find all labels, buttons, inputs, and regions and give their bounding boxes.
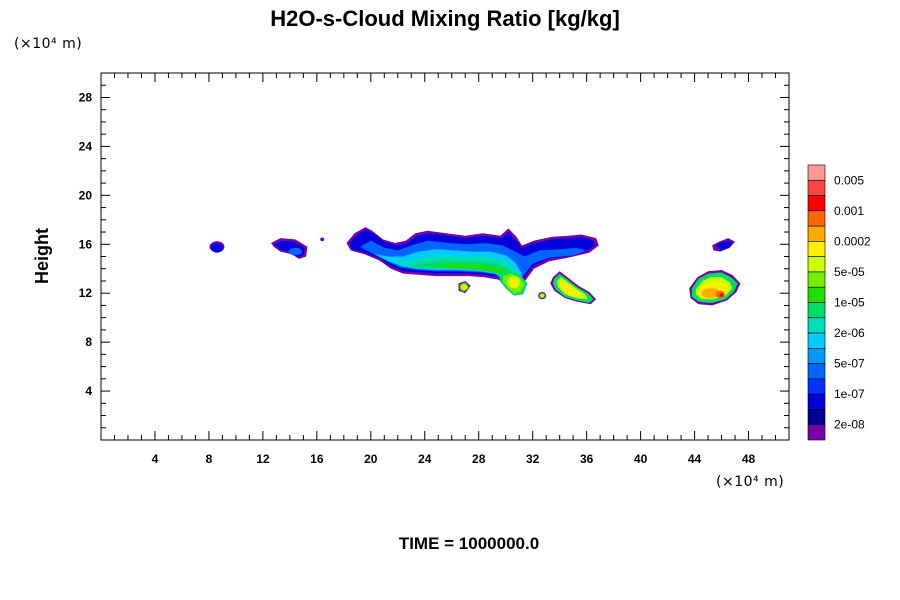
x-tick-label: 28 bbox=[472, 452, 486, 466]
x-tick-label: 24 bbox=[418, 452, 432, 466]
x-tick-label: 40 bbox=[634, 452, 648, 466]
cloud-contour bbox=[288, 247, 303, 256]
colorbar-cell bbox=[807, 271, 826, 288]
y-tick-label: 28 bbox=[79, 90, 93, 104]
y-tick-label: 8 bbox=[85, 335, 92, 349]
x-tick-label: 4 bbox=[152, 452, 159, 466]
colorbar-cell bbox=[807, 225, 826, 242]
cloud-contour bbox=[719, 293, 724, 297]
cloud-contour bbox=[408, 260, 516, 279]
x-tick-label: 12 bbox=[256, 452, 270, 466]
cloud-contour bbox=[431, 263, 513, 278]
colorbar-cell bbox=[807, 302, 826, 319]
cloud-contour bbox=[320, 237, 325, 242]
colorbar-cell bbox=[807, 317, 826, 334]
cloud-contour bbox=[701, 288, 721, 299]
colorbar-label: 1e-07 bbox=[834, 387, 865, 401]
colorbar-cell bbox=[807, 195, 826, 212]
x-axis: 4 8 12 16 20 24 28 32 36 40 44 48 bbox=[113, 73, 777, 466]
colorbar-label: 1e-05 bbox=[834, 296, 865, 310]
chart-title: H2O-s-Cloud Mixing Ratio [kg/kg] bbox=[270, 6, 620, 31]
colorbar-cell bbox=[807, 332, 826, 349]
x-tick-label: 48 bbox=[742, 452, 756, 466]
cloud-contour bbox=[714, 240, 733, 251]
colorbar-cell bbox=[807, 286, 826, 303]
x-tick-label: 8 bbox=[206, 452, 213, 466]
colorbar-label: 2e-06 bbox=[834, 326, 865, 340]
y-tick-label: 4 bbox=[85, 384, 92, 398]
y-tick-label: 16 bbox=[79, 237, 93, 251]
x-tick-label: 20 bbox=[364, 452, 378, 466]
y-tick-label: 12 bbox=[79, 286, 93, 300]
cloud-contour bbox=[510, 279, 518, 288]
colorbar-label: 5e-05 bbox=[834, 265, 865, 279]
colorbar-cell bbox=[807, 256, 826, 273]
colorbar-label: 0.0002 bbox=[834, 234, 871, 248]
x-axis-unit: (×10⁴ m) bbox=[716, 474, 784, 490]
y-axis: 4 8 12 16 20 24 28 bbox=[79, 84, 789, 429]
y-axis-unit: (×10⁴ m) bbox=[14, 36, 82, 52]
time-label: TIME = 1000000.0 bbox=[399, 534, 539, 553]
x-tick-label: 32 bbox=[526, 452, 540, 466]
colorbar-cell bbox=[807, 179, 826, 196]
cloud-contour bbox=[540, 293, 545, 298]
colorbar-label: 0.005 bbox=[834, 173, 864, 187]
colorbar-cell bbox=[807, 363, 826, 380]
colorbar-cell bbox=[807, 210, 826, 227]
colorbar-cell bbox=[807, 164, 826, 181]
cloud-contour bbox=[460, 284, 468, 291]
colorbar-cell bbox=[807, 378, 826, 395]
y-tick-label: 24 bbox=[79, 139, 93, 153]
colorbar: 0.005 0.001 0.0002 5e-05 1e-05 2e-06 5e-07 1e-0… bbox=[807, 164, 871, 441]
colorbar-cell bbox=[807, 241, 826, 257]
y-tick-label: 20 bbox=[79, 188, 93, 202]
colorbar-label: 0.001 bbox=[834, 204, 864, 218]
y-axis-label: Height bbox=[32, 228, 52, 284]
cloud-contour bbox=[210, 243, 224, 253]
cloud-field bbox=[209, 227, 741, 306]
colorbar-cell bbox=[807, 424, 826, 441]
cloud-contour bbox=[559, 283, 582, 296]
colorbar-cell bbox=[807, 409, 826, 426]
x-tick-label: 36 bbox=[580, 452, 594, 466]
colorbar-label: 5e-07 bbox=[834, 357, 865, 371]
x-tick-label: 44 bbox=[688, 452, 702, 466]
x-tick-label: 16 bbox=[310, 452, 324, 466]
colorbar-cell bbox=[807, 393, 826, 410]
colorbar-cell bbox=[807, 348, 826, 364]
colorbar-label: 2e-08 bbox=[834, 418, 865, 432]
